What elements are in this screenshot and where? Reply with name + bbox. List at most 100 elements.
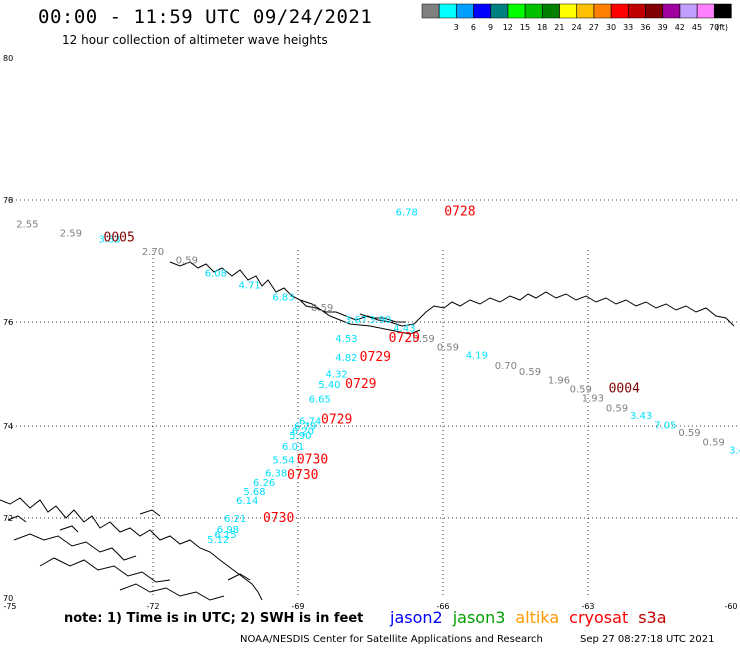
colorbar-label: 45 [692, 23, 702, 32]
swh-label: 2.55 [16, 219, 38, 230]
pass-time-label: 0729 [360, 350, 391, 365]
generated-timestamp: Sep 27 08:27:18 UTC 2021 [580, 634, 715, 645]
pass-time-label: 0730 [287, 468, 318, 483]
colorbar-label: 36 [640, 23, 650, 32]
swh-label: 6.20 [292, 426, 314, 437]
swh-label: 0.59 [703, 437, 725, 448]
swh-label: 1.96 [548, 375, 570, 386]
swh-label: 5.40 [318, 380, 340, 391]
satellite-legend-item: s3a [638, 608, 667, 627]
colorbar-label: 24 [572, 23, 582, 32]
lat-tick-label: 76 [3, 318, 13, 327]
swh-label: 6.98 [217, 525, 239, 536]
pass-time-label: 0729 [345, 377, 376, 392]
greenland-coast [169, 261, 735, 327]
swh-label: 5.68 [243, 487, 265, 498]
colorbar-label: 27 [589, 23, 599, 32]
colorbar-label: 33 [623, 23, 633, 32]
swh-label: 6.14 [236, 496, 258, 507]
swh-label: 6.26 [253, 478, 275, 489]
colorbar-label: 39 [658, 23, 668, 32]
lon-tick-label: -72 [146, 602, 159, 611]
swh-label: 4.32 [326, 370, 348, 381]
swh-label: 6.15 [214, 530, 236, 541]
baffin-fjord-1 [13, 533, 137, 561]
swh-label: 4.71 [239, 280, 261, 291]
swh-label: 1.93 [582, 394, 604, 405]
swh-label: 2.70 [142, 247, 164, 258]
swh-label: 3.90 [369, 315, 391, 326]
lon-tick-label: -60 [724, 602, 737, 611]
colorbar-label: 21 [554, 23, 564, 32]
satellite-legend-item: jason3 [452, 608, 506, 627]
graticule: 80 78 76 74 72 70-75 -72 -69 -66 -63 -60 [3, 54, 740, 611]
swh-label: 6.08 [205, 268, 227, 279]
lon-tick-label: -63 [581, 602, 594, 611]
satellite-legend: jason2 jason3 altika cryosat s3a [390, 608, 677, 627]
colorbar-unit: (ft) [716, 23, 728, 32]
lat-tick-label: 78 [3, 196, 13, 205]
footnote: note: 1) Time is in UTC; 2) SWH is in fe… [64, 611, 364, 626]
swh-label: 3.46 [729, 446, 740, 457]
baffin-islands [7, 509, 251, 581]
swh-label: 6.21 [224, 514, 246, 525]
swh-label: 0.59 [570, 385, 592, 396]
swh-label: 2.59 [60, 229, 82, 240]
swh-label: 4.43 [393, 323, 415, 334]
swh-label: 0.59 [311, 303, 333, 314]
lat-tick-label: 72 [3, 514, 13, 523]
swh-label: 0.59 [678, 428, 700, 439]
swh-label: 6.78 [396, 207, 418, 218]
colorbar-label: 70 [709, 23, 719, 32]
greenland-inlet [299, 299, 421, 335]
credit-line: NOAA/NESDIS Center for Satellite Applica… [240, 634, 543, 645]
swh-label: 5.12 [207, 535, 229, 546]
lon-tick-label: -75 [3, 602, 16, 611]
colorbar-label: 6 [471, 23, 476, 32]
swh-label: 6.79 [294, 422, 316, 433]
pass-time-label: 0728 [444, 204, 475, 219]
pass-time-label: 0730 [297, 453, 328, 468]
lat-tick-label: 74 [3, 422, 13, 431]
swh-label: 5.54 [272, 456, 294, 467]
swh-label: 4.19 [466, 350, 488, 361]
lat-tick-label: 80 [3, 54, 13, 63]
swh-label: 6.65 [309, 395, 331, 406]
colorbar-label: 12 [503, 23, 513, 32]
pass-time-label: 0005 [104, 230, 135, 245]
map-title: 00:00 - 11:59 UTC 09/24/2021 [38, 6, 373, 28]
baffin-fjord-3 [119, 583, 225, 601]
colorbar-label: 42 [675, 23, 685, 32]
greenland-fjord [359, 313, 406, 323]
swh-label: 3.43 [630, 411, 652, 422]
swh-label: 4.53 [335, 334, 357, 345]
swh-label: 5.90 [289, 431, 311, 442]
baffin-coast [0, 497, 263, 601]
colorbar-label: 15 [520, 23, 530, 32]
swh-label: 0.59 [437, 343, 459, 354]
swh-label: 6.74 [299, 416, 321, 427]
swh-label: 3.67 [345, 315, 367, 326]
coastline [0, 261, 735, 601]
colorbar-label: 9 [488, 23, 493, 32]
baffin-fjord-2 [39, 557, 171, 583]
map-canvas: 80 78 76 74 72 70-75 -72 -69 -66 -63 -60 2.55 2.59 3… [0, 54, 740, 611]
swh-label: 7.05 [654, 420, 676, 431]
colorbar: 3 6 9 12 15 18 21 24 27 30 33 36 39 42 45 70(ft) [421, 3, 732, 32]
lat-tick-label: 70 [3, 594, 13, 603]
swh-label: 3.33 [98, 235, 120, 246]
swh-label: 0.59 [519, 367, 541, 378]
swh-label: 0.59 [176, 255, 198, 266]
swh-label: 0.59 [606, 403, 628, 414]
swh-label: 0.70 [495, 361, 517, 372]
lon-tick-label: -69 [291, 602, 304, 611]
pass-time-label: 0730 [263, 511, 294, 526]
swh-label: 6.01 [282, 442, 304, 453]
pass-time-label: 0729 [321, 412, 352, 427]
colorbar-bin [714, 3, 732, 19]
swh-label: 6.38 [265, 469, 287, 480]
colorbar-label: 18 [537, 23, 547, 32]
satellite-legend-item: cryosat [569, 608, 629, 627]
satellite-legend-item: jason2 [390, 608, 443, 627]
colorbar-label: 30 [606, 23, 616, 32]
